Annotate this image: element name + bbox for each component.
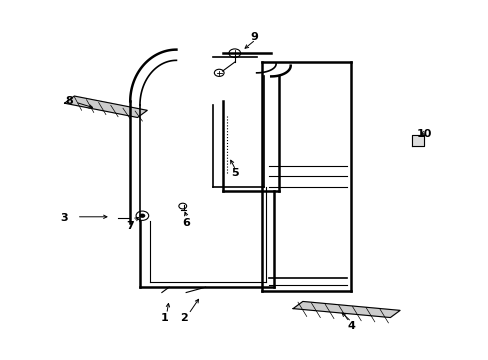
Text: 6: 6 [182,218,190,228]
Polygon shape [64,96,147,117]
Text: 10: 10 [416,129,431,139]
Text: 7: 7 [126,221,134,231]
Polygon shape [411,135,424,146]
Text: 8: 8 [65,96,73,107]
Text: 9: 9 [250,32,258,42]
Text: 3: 3 [61,212,68,222]
Text: 5: 5 [230,168,238,178]
Circle shape [139,213,145,218]
Text: 2: 2 [180,312,187,323]
Text: 1: 1 [160,312,168,323]
Polygon shape [292,301,399,318]
Text: 4: 4 [347,321,355,332]
